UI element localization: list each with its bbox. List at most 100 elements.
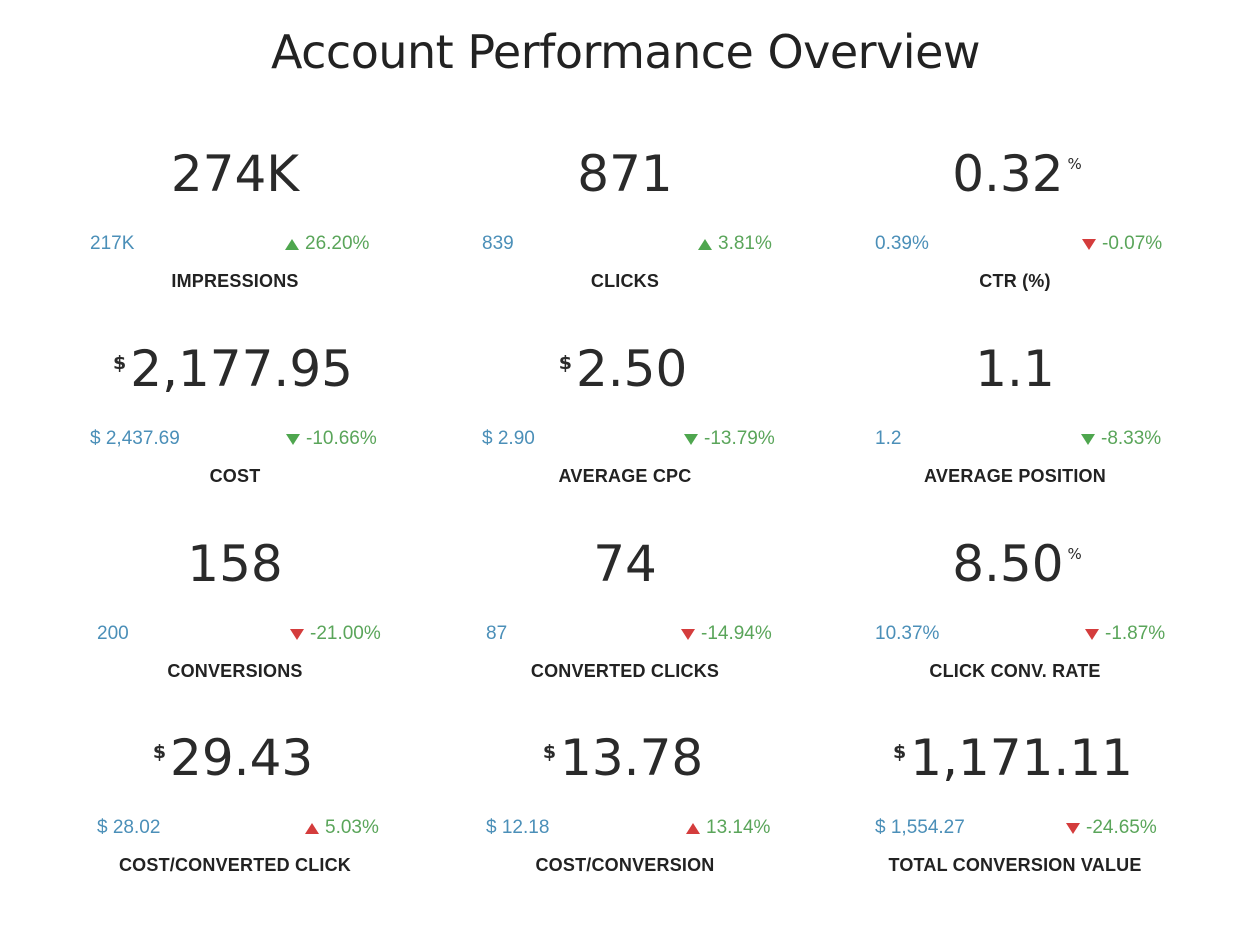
down-arrow-icon — [1082, 238, 1096, 250]
change-indicator: 13.14% — [686, 817, 770, 839]
metric-value: $13.78 — [430, 726, 820, 790]
metrics-grid: 274K 217K 26.20% IMPRESSIONS 871 839 3.8… — [40, 130, 1210, 908]
metric-label: CTR (%) — [979, 271, 1051, 291]
previous-value: 0.39% — [875, 233, 929, 254]
currency-prefix: $ — [113, 352, 127, 374]
change-value: -1.87% — [1105, 623, 1166, 644]
change-indicator: 5.03% — [305, 817, 379, 839]
metric-card-click-conv-rate: 8.50% 10.37% -1.87% CLICK CONV. RATE — [820, 520, 1210, 714]
metric-label: CONVERSIONS — [167, 661, 303, 681]
metric-label: CLICKS — [590, 271, 660, 291]
previous-value: 10.37% — [875, 623, 940, 644]
up-arrow-icon — [698, 238, 712, 250]
down-arrow-icon — [290, 628, 304, 640]
metric-value-number: 1,171.11 — [910, 729, 1133, 787]
previous-value: 217K — [90, 233, 135, 254]
metric-value-number: 274K — [170, 145, 300, 203]
change-value: -21.00% — [310, 623, 381, 644]
metric-value-number: 8.50 — [952, 535, 1064, 593]
previous-value: $ 2.90 — [482, 428, 535, 449]
metric-value-number: 74 — [593, 535, 657, 593]
previous-value: 87 — [486, 623, 508, 644]
previous-value: $ 1,554.27 — [875, 817, 965, 838]
metric-value: $2.50 — [430, 337, 820, 401]
change-indicator: -8.33% — [1081, 428, 1161, 450]
change-value: 26.20% — [305, 233, 370, 254]
down-arrow-icon — [1081, 433, 1095, 445]
metric-value-number: 2,177.95 — [130, 340, 353, 398]
metric-value-number: 0.32 — [952, 145, 1064, 203]
metric-value: $2,177.95 — [40, 337, 430, 401]
change-indicator: -13.79% — [684, 428, 775, 450]
currency-prefix: $ — [542, 741, 557, 763]
previous-value: 1.2 — [875, 428, 902, 449]
previous-value: $ 2,437.69 — [90, 428, 180, 449]
metric-card-average-position: 1.1 1.2 -8.33% AVERAGE POSITION — [820, 325, 1210, 520]
down-arrow-icon — [684, 433, 698, 445]
metric-value-number: 158 — [187, 535, 283, 593]
change-indicator: -14.94% — [681, 623, 772, 645]
change-indicator: -0.07% — [1082, 233, 1162, 255]
up-arrow-icon — [305, 822, 319, 834]
metric-value: 1.1 — [820, 337, 1210, 401]
metric-value: 8.50% — [820, 532, 1210, 596]
change-indicator: 26.20% — [285, 233, 369, 255]
down-arrow-icon — [1066, 822, 1080, 834]
metric-value: 158 — [40, 532, 430, 596]
change-indicator: -24.65% — [1066, 817, 1157, 839]
change-indicator: 3.81% — [698, 233, 772, 255]
metric-label: CLICK CONV. RATE — [929, 661, 1101, 681]
page-title: Account Performance Overview — [270, 25, 981, 79]
metric-value-number: 2.50 — [575, 340, 688, 398]
metric-value-number: 1.1 — [975, 340, 1055, 398]
change-value: -8.33% — [1101, 428, 1162, 449]
metric-card-conversions: 158 200 -21.00% CONVERSIONS — [40, 520, 430, 714]
metric-value-number: 29.43 — [170, 729, 314, 787]
metric-card-impressions: 274K 217K 26.20% IMPRESSIONS — [40, 130, 430, 325]
metric-label: COST — [209, 466, 261, 486]
metric-label: AVERAGE POSITION — [924, 466, 1106, 486]
metric-card-cost: $2,177.95 $ 2,437.69 -10.66% COST — [40, 325, 430, 520]
metric-value: 74 — [430, 532, 820, 596]
currency-prefix: $ — [893, 741, 907, 763]
metric-card-cost-per-converted-click: $29.43 $ 28.02 5.03% COST/CONVERTED CLIC… — [40, 714, 430, 908]
down-arrow-icon — [286, 433, 300, 445]
metric-value: 0.32% — [820, 142, 1210, 206]
previous-value: 839 — [482, 233, 514, 254]
metric-card-ctr: 0.32% 0.39% -0.07% CTR (%) — [820, 130, 1210, 325]
percent-suffix: % — [1067, 155, 1082, 173]
metric-card-total-conversion-value: $1,171.11 $ 1,554.27 -24.65% TOTAL CONVE… — [820, 714, 1210, 908]
change-value: 5.03% — [325, 817, 379, 838]
previous-value: $ 12.18 — [486, 817, 550, 838]
change-indicator: -1.87% — [1085, 623, 1165, 645]
metric-card-cost-per-conversion: $13.78 $ 12.18 13.14% COST/CONVERSION — [430, 714, 820, 908]
down-arrow-icon — [1085, 628, 1099, 640]
metric-value-number: 13.78 — [560, 729, 704, 787]
change-value: 3.81% — [718, 233, 772, 254]
metric-label: IMPRESSIONS — [171, 271, 299, 291]
percent-suffix: % — [1067, 545, 1082, 563]
metric-value: $29.43 — [40, 726, 430, 790]
metric-card-clicks: 871 839 3.81% CLICKS — [430, 130, 820, 325]
metric-card-converted-clicks: 74 87 -14.94% CONVERTED CLICKS — [430, 520, 820, 714]
metric-value: $1,171.11 — [820, 726, 1210, 790]
metric-value: 274K — [40, 142, 430, 206]
metric-value-number: 871 — [577, 145, 673, 203]
change-value: -13.79% — [704, 428, 775, 449]
change-value: -14.94% — [701, 623, 772, 644]
change-value: -24.65% — [1086, 817, 1157, 838]
metric-label: COST/CONVERSION — [535, 855, 715, 875]
change-value: 13.14% — [706, 817, 771, 838]
previous-value: $ 28.02 — [97, 817, 161, 838]
metric-label: AVERAGE CPC — [558, 466, 692, 486]
up-arrow-icon — [686, 822, 700, 834]
change-indicator: -10.66% — [286, 428, 377, 450]
metric-label: CONVERTED CLICKS — [530, 661, 720, 681]
metric-label: COST/CONVERTED CLICK — [118, 855, 351, 875]
change-value: -0.07% — [1102, 233, 1163, 254]
metric-card-average-cpc: $2.50 $ 2.90 -13.79% AVERAGE CPC — [430, 325, 820, 520]
currency-prefix: $ — [558, 352, 572, 374]
up-arrow-icon — [285, 238, 299, 250]
currency-prefix: $ — [152, 741, 167, 763]
previous-value: 200 — [97, 623, 129, 644]
